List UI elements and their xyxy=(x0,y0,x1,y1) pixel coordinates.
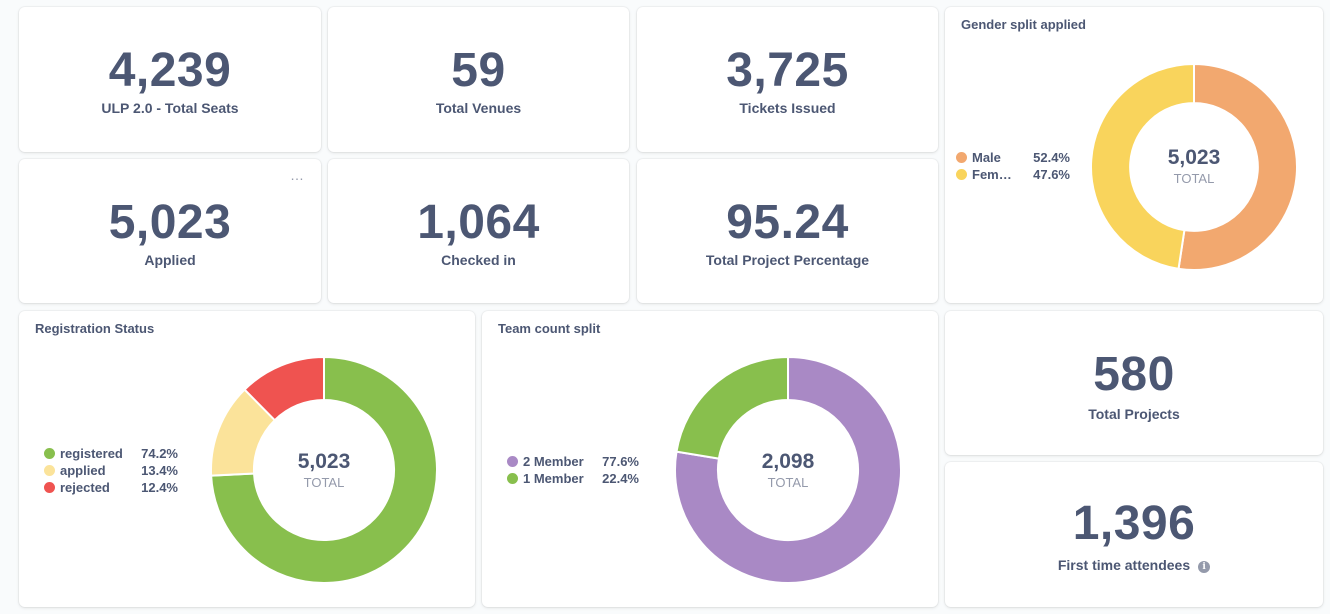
legend-dot xyxy=(507,473,518,484)
card-project-percentage[interactable]: 95.24 Total Project Percentage xyxy=(637,159,938,303)
card-total-projects[interactable]: 580 Total Projects xyxy=(945,311,1323,455)
checked-in-value: 1,064 xyxy=(417,196,540,249)
donut-total-value: 5,023 xyxy=(298,450,351,473)
card-total-seats[interactable]: 4,239 ULP 2.0 - Total Seats xyxy=(19,7,321,152)
applied-label[interactable]: Applied xyxy=(144,252,196,268)
card-gender-split[interactable]: Gender split applied Male 52.4% Fem… 47.… xyxy=(945,7,1323,303)
team-chart-title[interactable]: Team count split xyxy=(498,321,601,336)
legend-percent: 22.4% xyxy=(602,471,639,486)
more-options-icon[interactable]: … xyxy=(290,167,305,183)
total-seats-value: 4,239 xyxy=(108,44,232,97)
applied-value: 5,023 xyxy=(108,196,232,249)
card-first-time-attendees[interactable]: 1,396 First time attendees i xyxy=(945,462,1323,607)
donut-slice-2-member[interactable] xyxy=(674,355,902,584)
legend-item[interactable]: 2 Member 77.6% xyxy=(507,453,639,470)
legend-item[interactable]: applied 13.4% xyxy=(44,462,178,479)
card-team-count-split[interactable]: Team count split 2 Member 77.6% 1 Member… xyxy=(482,311,938,607)
legend-percent: 12.4% xyxy=(141,480,178,495)
checked-in-label[interactable]: Checked in xyxy=(441,252,516,268)
legend-name: applied xyxy=(60,463,106,478)
donut-total-label: TOTAL xyxy=(768,475,809,490)
legend-percent: 52.4% xyxy=(1033,150,1070,165)
legend-item[interactable]: rejected 12.4% xyxy=(44,479,178,496)
registration-donut-chart: 5,023 TOTAL xyxy=(210,355,438,584)
legend-dot xyxy=(956,169,967,180)
legend-item[interactable]: Fem… 47.6% xyxy=(956,166,1070,183)
legend-name: Male xyxy=(972,150,1001,165)
info-icon[interactable]: i xyxy=(1198,561,1211,573)
donut-total-label: TOTAL xyxy=(1174,171,1215,186)
legend-name: 1 Member xyxy=(523,471,584,486)
first-time-attendees-label[interactable]: First time attendees xyxy=(1057,557,1191,573)
team-donut-chart: 2,098 TOTAL xyxy=(674,355,902,584)
donut-total-value: 2,098 xyxy=(762,450,815,473)
donut-slice-registered[interactable] xyxy=(210,355,438,584)
registration-chart-title[interactable]: Registration Status xyxy=(35,321,155,336)
first-time-attendees-row: First time attendees i xyxy=(945,557,1323,573)
project-percentage-value: 95.24 xyxy=(726,196,849,249)
gender-donut-chart: 5,023 TOTAL xyxy=(1090,62,1298,271)
total-venues-label[interactable]: Total Venues xyxy=(435,100,522,116)
donut-total-label: TOTAL xyxy=(304,475,345,490)
tickets-issued-value: 3,725 xyxy=(726,44,849,97)
legend-percent: 74.2% xyxy=(141,446,178,461)
total-venues-value: 59 xyxy=(451,44,506,97)
card-total-venues[interactable]: 59 Total Venues xyxy=(328,7,629,152)
legend-percent: 77.6% xyxy=(602,454,639,469)
legend-name: Fem… xyxy=(972,167,1012,182)
legend-dot xyxy=(44,448,55,459)
donut-slice-male[interactable] xyxy=(1177,62,1298,271)
card-tickets-issued[interactable]: 3,725 Tickets Issued xyxy=(637,7,938,152)
legend-percent: 47.6% xyxy=(1033,167,1070,182)
legend-dot xyxy=(44,465,55,476)
card-checked-in[interactable]: 1,064 Checked in xyxy=(328,159,629,303)
total-projects-value: 580 xyxy=(1093,348,1175,401)
legend-name: 2 Member xyxy=(523,454,584,469)
legend-dot xyxy=(44,482,55,493)
donut-slice-fem[interactable] xyxy=(1090,62,1195,270)
donut-total-value: 5,023 xyxy=(1168,146,1221,169)
total-seats-label[interactable]: ULP 2.0 - Total Seats xyxy=(101,100,239,116)
donut-slice-1-member[interactable] xyxy=(675,355,789,460)
registration-legend: registered 74.2% applied 13.4% rejected … xyxy=(44,445,178,496)
donut-slice-rejected[interactable] xyxy=(243,355,325,422)
legend-item[interactable]: 1 Member 22.4% xyxy=(507,470,639,487)
first-time-attendees-value: 1,396 xyxy=(1072,497,1196,550)
legend-dot xyxy=(956,152,967,163)
gender-legend: Male 52.4% Fem… 47.6% xyxy=(956,149,1070,183)
legend-name: registered xyxy=(60,446,123,461)
card-applied[interactable]: … 5,023 Applied xyxy=(19,159,321,303)
gender-chart-title[interactable]: Gender split applied xyxy=(961,17,1086,32)
legend-item[interactable]: Male 52.4% xyxy=(956,149,1070,166)
legend-item[interactable]: registered 74.2% xyxy=(44,445,178,462)
card-registration-status[interactable]: Registration Status registered 74.2% app… xyxy=(19,311,475,607)
legend-dot xyxy=(507,456,518,467)
total-projects-label[interactable]: Total Projects xyxy=(1088,406,1180,422)
legend-name: rejected xyxy=(60,480,110,495)
team-legend: 2 Member 77.6% 1 Member 22.4% xyxy=(507,453,639,487)
legend-percent: 13.4% xyxy=(141,463,178,478)
tickets-issued-label[interactable]: Tickets Issued xyxy=(739,100,836,116)
project-percentage-label[interactable]: Total Project Percentage xyxy=(705,252,870,268)
